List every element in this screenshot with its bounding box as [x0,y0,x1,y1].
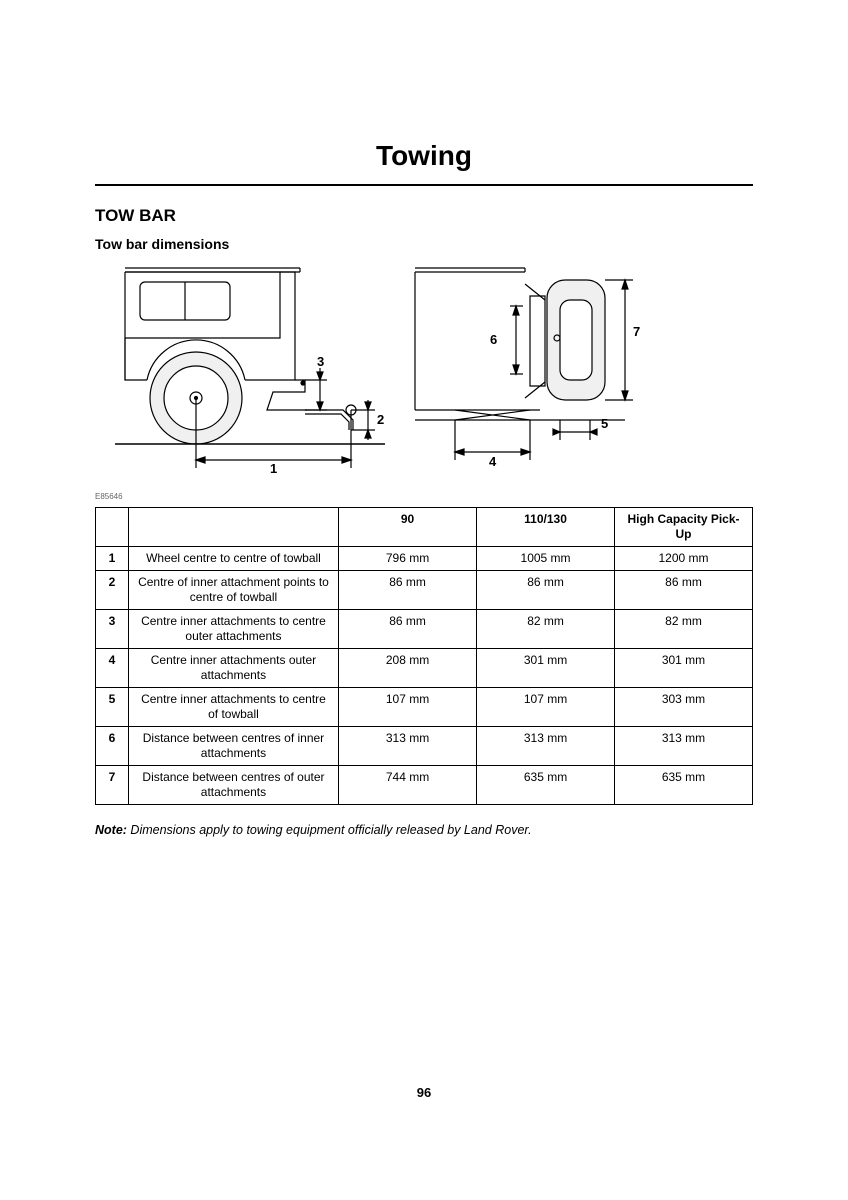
dimensions-table: 90 110/130 High Capacity Pick-Up 1Wheel … [95,507,753,805]
row-value: 301 mm [477,649,615,688]
row-value: 635 mm [477,766,615,805]
row-description: Wheel centre to centre of towball [128,547,338,571]
row-value: 82 mm [477,610,615,649]
row-description: Centre of inner attachment points to cen… [128,571,338,610]
note-label: Note: [95,823,127,837]
page-content: Towing TOW BAR Tow bar dimensions [0,0,848,837]
row-value: 1005 mm [477,547,615,571]
table-header: 90 110/130 High Capacity Pick-Up [96,508,753,547]
table-row: 4Centre inner attachments outer attachme… [96,649,753,688]
callout-3: 3 [317,354,324,369]
row-value: 635 mm [615,766,753,805]
sub-heading: Tow bar dimensions [95,236,753,252]
col-90: 90 [339,508,477,547]
row-index: 6 [96,727,129,766]
row-value: 1200 mm [615,547,753,571]
page-title: Towing [95,140,753,186]
callout-1: 1 [270,461,277,476]
row-value: 313 mm [339,727,477,766]
row-value: 313 mm [477,727,615,766]
diagram-code: E85646 [95,492,753,501]
towbar-diagram-svg: 1 2 3 [95,260,655,490]
page-number: 96 [0,1085,848,1100]
row-value: 313 mm [615,727,753,766]
row-description: Centre inner attachments to centre outer… [128,610,338,649]
table-row: 5Centre inner attachments to centre of t… [96,688,753,727]
row-value: 86 mm [615,571,753,610]
row-index: 3 [96,610,129,649]
row-value: 301 mm [615,649,753,688]
row-index: 7 [96,766,129,805]
col-110-130: 110/130 [477,508,615,547]
row-description: Distance between centres of outer attach… [128,766,338,805]
col-blank-1 [96,508,129,547]
table-row: 6Distance between centres of inner attac… [96,727,753,766]
row-value: 107 mm [477,688,615,727]
row-value: 744 mm [339,766,477,805]
callout-6: 6 [490,332,497,347]
row-value: 107 mm [339,688,477,727]
row-value: 86 mm [339,610,477,649]
callout-5: 5 [601,416,608,431]
row-index: 4 [96,649,129,688]
col-high-capacity: High Capacity Pick-Up [615,508,753,547]
section-heading: TOW BAR [95,206,753,226]
callout-4: 4 [489,454,497,469]
table-body: 1Wheel centre to centre of towball796 mm… [96,547,753,805]
row-value: 86 mm [477,571,615,610]
row-description: Centre inner attachments to centre of to… [128,688,338,727]
row-index: 1 [96,547,129,571]
col-blank-2 [128,508,338,547]
row-value: 82 mm [615,610,753,649]
table-row: 1Wheel centre to centre of towball796 mm… [96,547,753,571]
note: Note: Dimensions apply to towing equipme… [95,823,753,837]
callout-2: 2 [377,412,384,427]
note-text: Dimensions apply to towing equipment off… [127,823,532,837]
table-row: 3Centre inner attachments to centre oute… [96,610,753,649]
row-value: 86 mm [339,571,477,610]
row-value: 208 mm [339,649,477,688]
row-description: Centre inner attachments outer attachmen… [128,649,338,688]
table-row: 7Distance between centres of outer attac… [96,766,753,805]
row-value: 303 mm [615,688,753,727]
towbar-diagram: 1 2 3 [95,260,753,501]
table-row: 2Centre of inner attachment points to ce… [96,571,753,610]
row-index: 2 [96,571,129,610]
callout-7: 7 [633,324,640,339]
row-description: Distance between centres of inner attach… [128,727,338,766]
row-index: 5 [96,688,129,727]
row-value: 796 mm [339,547,477,571]
